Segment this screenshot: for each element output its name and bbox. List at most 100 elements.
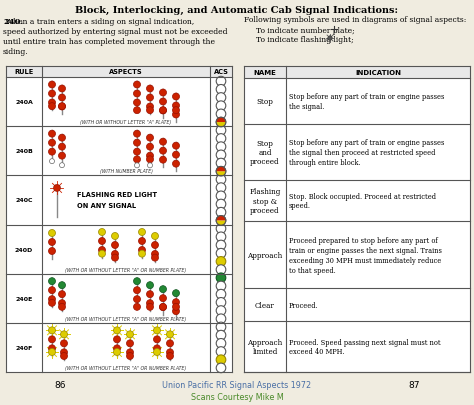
Wedge shape xyxy=(216,172,226,177)
Circle shape xyxy=(58,291,65,298)
Circle shape xyxy=(216,159,226,168)
Circle shape xyxy=(48,103,55,111)
Circle shape xyxy=(99,229,106,236)
Circle shape xyxy=(216,94,226,103)
Circle shape xyxy=(154,327,161,334)
Circle shape xyxy=(159,286,166,293)
Circle shape xyxy=(152,254,158,262)
Circle shape xyxy=(146,153,154,160)
Circle shape xyxy=(159,139,166,146)
Text: Block, Interlocking, and Automatic Cab Signal Indications:: Block, Interlocking, and Automatic Cab S… xyxy=(75,6,399,15)
Text: (WITH OR WITHOUT LETTER "A" OR NUMBER PLATE): (WITH OR WITHOUT LETTER "A" OR NUMBER PL… xyxy=(65,316,187,321)
Circle shape xyxy=(216,265,226,275)
Text: ASPECTS: ASPECTS xyxy=(109,69,143,75)
Circle shape xyxy=(146,300,154,307)
Circle shape xyxy=(216,126,226,136)
Circle shape xyxy=(48,140,55,147)
Circle shape xyxy=(216,192,226,201)
Circle shape xyxy=(48,100,55,107)
Circle shape xyxy=(216,118,226,128)
Circle shape xyxy=(216,306,226,315)
Circle shape xyxy=(146,135,154,142)
Circle shape xyxy=(127,349,134,356)
Circle shape xyxy=(58,300,65,307)
Circle shape xyxy=(216,273,226,283)
Text: Clear: Clear xyxy=(255,301,275,309)
Circle shape xyxy=(48,278,55,285)
Text: Stop before any part of train or engine passes
the signal.: Stop before any part of train or engine … xyxy=(289,93,444,111)
Circle shape xyxy=(58,104,65,111)
Circle shape xyxy=(216,224,226,234)
Circle shape xyxy=(146,282,154,289)
Circle shape xyxy=(134,82,140,89)
Text: 240D: 240D xyxy=(15,247,33,252)
Circle shape xyxy=(113,345,120,352)
Circle shape xyxy=(159,157,166,164)
Wedge shape xyxy=(216,123,226,128)
Circle shape xyxy=(134,278,140,285)
Circle shape xyxy=(152,242,158,249)
Circle shape xyxy=(216,257,226,266)
Circle shape xyxy=(48,149,55,156)
Circle shape xyxy=(134,287,140,294)
Circle shape xyxy=(58,135,65,142)
Circle shape xyxy=(216,216,226,226)
Circle shape xyxy=(216,347,226,356)
Circle shape xyxy=(173,299,180,306)
Circle shape xyxy=(146,144,154,151)
Circle shape xyxy=(146,86,154,93)
Text: ACS: ACS xyxy=(214,69,228,75)
Circle shape xyxy=(48,91,55,98)
Circle shape xyxy=(216,281,226,291)
Text: Stop before any part of train or engine passes
the signal then proceed at restri: Stop before any part of train or engine … xyxy=(289,139,444,166)
Text: Flashing
stop &
proceed: Flashing stop & proceed xyxy=(249,188,281,214)
Text: Proceed prepared to stop before any part of
train or engine passes the next sign: Proceed prepared to stop before any part… xyxy=(289,237,442,274)
Circle shape xyxy=(216,314,226,324)
Text: When a train enters a siding on signal indication,
speed authorized by entering : When a train enters a siding on signal i… xyxy=(3,18,228,56)
Circle shape xyxy=(159,304,166,311)
Circle shape xyxy=(48,345,55,352)
Circle shape xyxy=(216,241,226,250)
Circle shape xyxy=(48,131,55,138)
Circle shape xyxy=(173,304,180,311)
Circle shape xyxy=(166,353,173,360)
Circle shape xyxy=(173,308,180,315)
Circle shape xyxy=(216,151,226,160)
Circle shape xyxy=(166,340,173,347)
Circle shape xyxy=(127,340,134,347)
Circle shape xyxy=(58,103,65,111)
Circle shape xyxy=(328,37,332,41)
Wedge shape xyxy=(216,118,226,123)
Text: 240C: 240C xyxy=(15,198,33,203)
Circle shape xyxy=(113,336,120,343)
Text: RULE: RULE xyxy=(14,69,34,75)
Text: ON ANY SIGNAL: ON ANY SIGNAL xyxy=(77,202,136,209)
Circle shape xyxy=(154,349,161,356)
Circle shape xyxy=(159,90,166,97)
Circle shape xyxy=(216,339,226,348)
Circle shape xyxy=(173,290,180,297)
Circle shape xyxy=(216,322,226,332)
Circle shape xyxy=(134,91,140,98)
Circle shape xyxy=(216,175,226,185)
Circle shape xyxy=(49,159,55,164)
Circle shape xyxy=(216,110,226,119)
Circle shape xyxy=(58,95,65,102)
Bar xyxy=(6,67,232,372)
Circle shape xyxy=(48,82,55,89)
Circle shape xyxy=(134,149,140,156)
Circle shape xyxy=(134,304,140,311)
Circle shape xyxy=(99,238,106,245)
Text: 240A: 240A xyxy=(15,100,33,105)
Text: (WITH NUMBER PLATE): (WITH NUMBER PLATE) xyxy=(100,169,153,174)
Text: Approach
limited: Approach limited xyxy=(247,338,283,355)
Circle shape xyxy=(48,248,55,255)
Circle shape xyxy=(61,340,67,347)
Circle shape xyxy=(216,290,226,299)
Circle shape xyxy=(134,140,140,147)
Circle shape xyxy=(154,345,161,352)
Text: 86: 86 xyxy=(54,380,66,389)
Circle shape xyxy=(166,331,173,338)
Circle shape xyxy=(61,331,67,338)
Circle shape xyxy=(173,94,180,101)
